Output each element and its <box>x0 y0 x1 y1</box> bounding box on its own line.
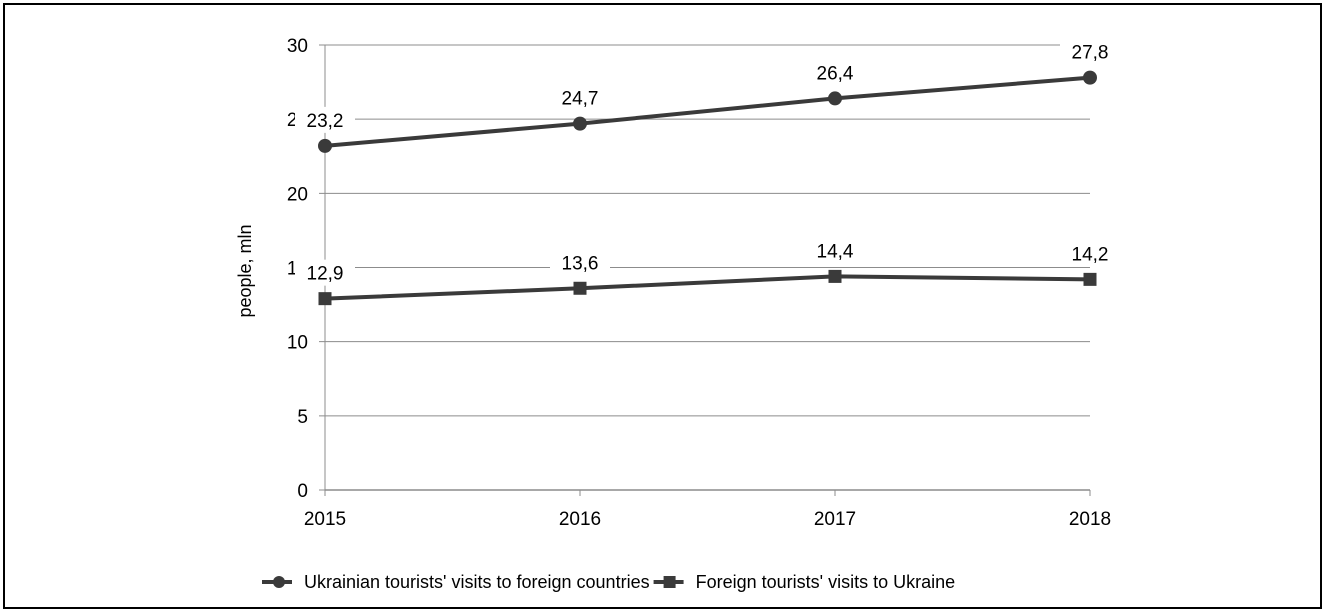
chart-frame <box>3 3 1322 609</box>
legend-item: Ukrainian tourists' visits to foreign co… <box>262 572 650 592</box>
data-point-circle <box>318 138 332 153</box>
data-point-square <box>828 269 842 283</box>
data-label-background <box>295 106 355 133</box>
data-label-background <box>1060 38 1120 65</box>
data-label-background <box>550 84 610 111</box>
y-tick-label: 10 <box>287 333 308 354</box>
data-label-background <box>295 259 355 286</box>
data-point-circle <box>828 91 842 106</box>
data-label: 27,8 <box>1072 43 1109 64</box>
y-tick-label: 30 <box>287 36 308 57</box>
x-tick-label: 2018 <box>1069 509 1111 530</box>
data-labels: 23,2 24,7 26,4 27,8 12,9 13,6 14,4 14,2 <box>295 38 1120 286</box>
y-axis-title: people, mln <box>235 224 255 317</box>
series-line <box>324 274 1091 301</box>
y-tick-label: 20 <box>287 184 308 205</box>
data-label: 24,7 <box>562 89 599 110</box>
data-point-circle <box>573 116 587 131</box>
series-line <box>324 75 1091 148</box>
legend: Ukrainian tourists' visits to foreign co… <box>262 572 955 592</box>
y-tick-label: 5 <box>297 407 308 428</box>
data-point-circle <box>1083 70 1097 85</box>
legend-item: Foreign tourists' visits to Ukraine <box>653 572 956 592</box>
data-point-square <box>573 281 587 295</box>
data-label-background <box>550 249 610 276</box>
legend-marker-circle <box>273 576 285 588</box>
legend-label: Foreign tourists' visits to Ukraine <box>696 572 956 592</box>
data-label: 26,4 <box>817 63 854 84</box>
data-label: 13,6 <box>562 253 599 274</box>
legend-label: Ukrainian tourists' visits to foreign co… <box>304 572 650 592</box>
data-label-background <box>805 237 865 264</box>
series-lines <box>318 70 1097 306</box>
x-tick-label: 2017 <box>814 509 856 530</box>
data-label: 14,2 <box>1072 244 1109 265</box>
data-point-square <box>1083 272 1097 286</box>
legend-marker-square <box>663 576 676 588</box>
data-label: 23,2 <box>307 111 344 132</box>
x-tick-label: 2016 <box>559 509 601 530</box>
x-tick-label: 2015 <box>304 509 346 530</box>
data-label: 12,9 <box>307 264 344 285</box>
data-label-background <box>1060 240 1120 267</box>
y-tick-label: 0 <box>297 481 308 502</box>
data-label: 14,4 <box>817 241 854 262</box>
data-point-square <box>318 292 332 306</box>
data-label-background <box>805 59 865 86</box>
